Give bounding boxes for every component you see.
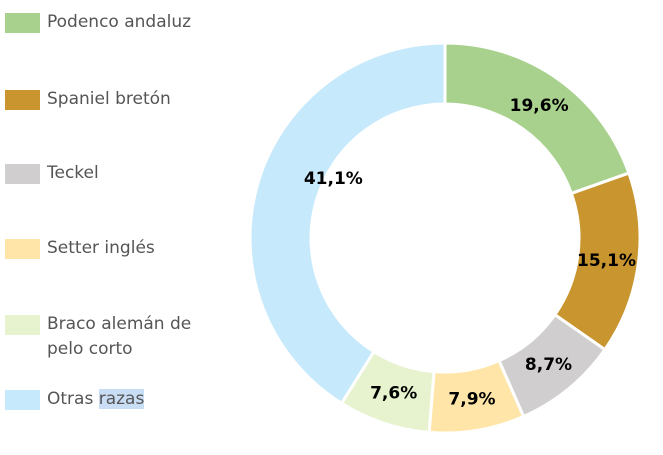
legend-label: Otras razas bbox=[47, 389, 145, 409]
data-label: 8,7% bbox=[525, 355, 572, 375]
legend-item: Teckel bbox=[5, 163, 217, 186]
legend-swatch bbox=[5, 315, 40, 335]
legend-swatch bbox=[5, 390, 40, 410]
legend-item: Spaniel bretón bbox=[5, 89, 217, 112]
legend-label: Teckel bbox=[47, 163, 99, 183]
legend-label: Podenco andaluz bbox=[47, 12, 192, 32]
legend-swatch bbox=[5, 90, 40, 110]
legend-item: Setter inglés bbox=[5, 238, 217, 261]
data-label: 7,9% bbox=[448, 390, 495, 410]
data-label: 41,1% bbox=[304, 169, 363, 189]
donut-slice bbox=[443, 41, 631, 196]
selected-text[interactable]: razas bbox=[98, 389, 145, 409]
legend-label: Setter inglés bbox=[47, 238, 155, 258]
legend-item: Otras razas bbox=[5, 389, 217, 412]
data-label: 15,1% bbox=[577, 251, 636, 271]
data-label: 19,6% bbox=[510, 96, 569, 116]
legend-label: Braco alemán de pelo corto bbox=[47, 314, 192, 359]
legend-label: Spaniel bretón bbox=[47, 89, 171, 109]
legend-swatch bbox=[5, 239, 40, 259]
legend-item: Braco alemán de pelo corto bbox=[5, 314, 217, 362]
legend-swatch bbox=[5, 164, 40, 184]
legend-item: Podenco andaluz bbox=[5, 12, 217, 35]
data-label: 7,6% bbox=[370, 384, 417, 404]
legend-swatch bbox=[5, 13, 40, 33]
donut-slice bbox=[248, 41, 447, 406]
